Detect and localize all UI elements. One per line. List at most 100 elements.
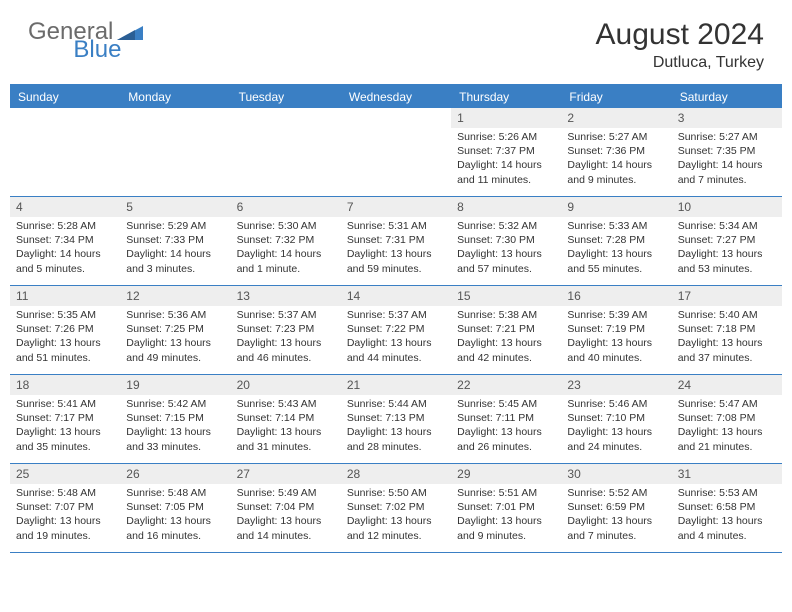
day-number: 23 [561,375,671,395]
title-block: August 2024 Dutluca, Turkey [596,18,764,72]
day-number: 13 [231,286,341,306]
day-number: 24 [672,375,782,395]
day-number: 10 [672,197,782,217]
cell-body: Sunrise: 5:29 AMSunset: 7:33 PMDaylight:… [120,217,230,282]
cell-body [231,114,341,122]
cell-body: Sunrise: 5:39 AMSunset: 7:19 PMDaylight:… [561,306,671,371]
dayhead-tuesday: Tuesday [231,86,341,108]
calendar-cell [231,108,341,196]
day-number: 7 [341,197,451,217]
cell-line: Sunrise: 5:47 AM [678,397,776,411]
day-number: 17 [672,286,782,306]
cell-line: Sunrise: 5:32 AM [457,219,555,233]
cell-body: Sunrise: 5:49 AMSunset: 7:04 PMDaylight:… [231,484,341,549]
week-row: 1Sunrise: 5:26 AMSunset: 7:37 PMDaylight… [10,108,782,197]
calendar-cell: 2Sunrise: 5:27 AMSunset: 7:36 PMDaylight… [561,108,671,196]
cell-line: Daylight: 13 hours and 46 minutes. [237,336,335,364]
cell-body: Sunrise: 5:27 AMSunset: 7:36 PMDaylight:… [561,128,671,193]
dayhead-wednesday: Wednesday [341,86,451,108]
calendar-cell: 30Sunrise: 5:52 AMSunset: 6:59 PMDayligh… [561,464,671,552]
cell-body: Sunrise: 5:45 AMSunset: 7:11 PMDaylight:… [451,395,561,460]
cell-line: Sunrise: 5:27 AM [567,130,665,144]
cell-line: Sunrise: 5:34 AM [678,219,776,233]
calendar-cell: 22Sunrise: 5:45 AMSunset: 7:11 PMDayligh… [451,375,561,463]
cell-line: Daylight: 13 hours and 12 minutes. [347,514,445,542]
calendar-cell [10,108,120,196]
calendar-cell [120,108,230,196]
calendar-cell: 20Sunrise: 5:43 AMSunset: 7:14 PMDayligh… [231,375,341,463]
cell-line: Daylight: 14 hours and 11 minutes. [457,158,555,186]
calendar-cell: 31Sunrise: 5:53 AMSunset: 6:58 PMDayligh… [672,464,782,552]
cell-body: Sunrise: 5:34 AMSunset: 7:27 PMDaylight:… [672,217,782,282]
calendar-cell: 29Sunrise: 5:51 AMSunset: 7:01 PMDayligh… [451,464,561,552]
cell-body: Sunrise: 5:40 AMSunset: 7:18 PMDaylight:… [672,306,782,371]
cell-line: Sunrise: 5:38 AM [457,308,555,322]
cell-line: Sunset: 7:13 PM [347,411,445,425]
cell-line: Sunrise: 5:36 AM [126,308,224,322]
calendar-cell: 3Sunrise: 5:27 AMSunset: 7:35 PMDaylight… [672,108,782,196]
dayhead-thursday: Thursday [451,86,561,108]
cell-line: Sunrise: 5:46 AM [567,397,665,411]
day-number: 9 [561,197,671,217]
dayhead-friday: Friday [561,86,671,108]
calendar-cell: 24Sunrise: 5:47 AMSunset: 7:08 PMDayligh… [672,375,782,463]
cell-line: Sunset: 7:11 PM [457,411,555,425]
calendar-cell: 19Sunrise: 5:42 AMSunset: 7:15 PMDayligh… [120,375,230,463]
cell-line: Sunset: 7:02 PM [347,500,445,514]
cell-line: Sunset: 7:04 PM [237,500,335,514]
cell-line: Sunrise: 5:28 AM [16,219,114,233]
calendar-cell: 4Sunrise: 5:28 AMSunset: 7:34 PMDaylight… [10,197,120,285]
cell-line: Sunset: 7:15 PM [126,411,224,425]
calendar-cell: 23Sunrise: 5:46 AMSunset: 7:10 PMDayligh… [561,375,671,463]
day-number: 27 [231,464,341,484]
calendar-cell: 28Sunrise: 5:50 AMSunset: 7:02 PMDayligh… [341,464,451,552]
day-number: 16 [561,286,671,306]
calendar-cell: 26Sunrise: 5:48 AMSunset: 7:05 PMDayligh… [120,464,230,552]
calendar-cell: 10Sunrise: 5:34 AMSunset: 7:27 PMDayligh… [672,197,782,285]
logo: General Blue [28,18,195,46]
cell-line: Daylight: 13 hours and 31 minutes. [237,425,335,453]
calendar-cell: 27Sunrise: 5:49 AMSunset: 7:04 PMDayligh… [231,464,341,552]
cell-line: Daylight: 13 hours and 28 minutes. [347,425,445,453]
cell-body: Sunrise: 5:44 AMSunset: 7:13 PMDaylight:… [341,395,451,460]
day-number: 28 [341,464,451,484]
cell-body: Sunrise: 5:35 AMSunset: 7:26 PMDaylight:… [10,306,120,371]
cell-line: Sunset: 7:28 PM [567,233,665,247]
day-number: 11 [10,286,120,306]
cell-line: Sunset: 7:01 PM [457,500,555,514]
cell-line: Sunset: 7:37 PM [457,144,555,158]
cell-line: Daylight: 13 hours and 42 minutes. [457,336,555,364]
cell-body: Sunrise: 5:43 AMSunset: 7:14 PMDaylight:… [231,395,341,460]
cell-body: Sunrise: 5:50 AMSunset: 7:02 PMDaylight:… [341,484,451,549]
day-number: 8 [451,197,561,217]
week-row: 25Sunrise: 5:48 AMSunset: 7:07 PMDayligh… [10,464,782,553]
cell-line: Sunrise: 5:44 AM [347,397,445,411]
day-number: 12 [120,286,230,306]
day-number: 3 [672,108,782,128]
cell-line: Daylight: 14 hours and 7 minutes. [678,158,776,186]
cell-line: Sunset: 7:23 PM [237,322,335,336]
dayhead-row: SundayMondayTuesdayWednesdayThursdayFrid… [10,86,782,108]
calendar-cell: 17Sunrise: 5:40 AMSunset: 7:18 PMDayligh… [672,286,782,374]
cell-line: Sunset: 7:05 PM [126,500,224,514]
cell-line: Sunrise: 5:39 AM [567,308,665,322]
cell-line: Daylight: 13 hours and 26 minutes. [457,425,555,453]
cell-body: Sunrise: 5:48 AMSunset: 7:05 PMDaylight:… [120,484,230,549]
cell-line: Sunrise: 5:27 AM [678,130,776,144]
cell-line: Sunrise: 5:37 AM [347,308,445,322]
cell-body: Sunrise: 5:33 AMSunset: 7:28 PMDaylight:… [561,217,671,282]
cell-body [10,114,120,122]
calendar-cell: 12Sunrise: 5:36 AMSunset: 7:25 PMDayligh… [120,286,230,374]
cell-body: Sunrise: 5:32 AMSunset: 7:30 PMDaylight:… [451,217,561,282]
cell-body [120,114,230,122]
calendar-cell: 14Sunrise: 5:37 AMSunset: 7:22 PMDayligh… [341,286,451,374]
calendar-cell: 7Sunrise: 5:31 AMSunset: 7:31 PMDaylight… [341,197,451,285]
calendar-cell: 16Sunrise: 5:39 AMSunset: 7:19 PMDayligh… [561,286,671,374]
dayhead-saturday: Saturday [672,86,782,108]
cell-line: Sunset: 6:59 PM [567,500,665,514]
cell-line: Daylight: 13 hours and 14 minutes. [237,514,335,542]
cell-line: Daylight: 14 hours and 5 minutes. [16,247,114,275]
day-number: 30 [561,464,671,484]
cell-line: Daylight: 13 hours and 21 minutes. [678,425,776,453]
cell-line: Daylight: 13 hours and 4 minutes. [678,514,776,542]
